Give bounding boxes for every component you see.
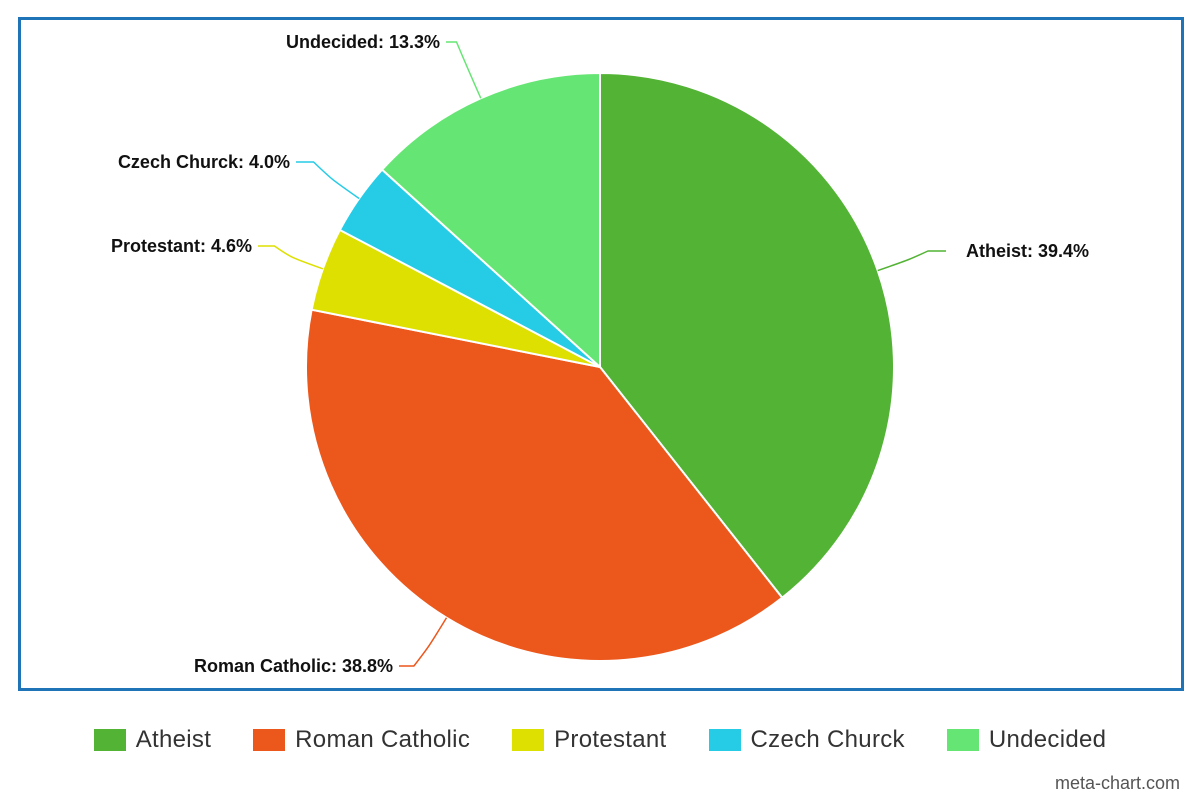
chart-legend: Atheist Roman Catholic Protestant Czech Chu… bbox=[0, 722, 1200, 758]
legend-label-undecided: Undecided bbox=[988, 726, 1107, 753]
pie-slice-atheist[interactable] bbox=[599, 71, 895, 600]
legend-label-protestant: Protestant bbox=[554, 726, 667, 753]
pie-chart: Atheist: 39.4% Roman Catholic: 38.8% Prote… bbox=[111, 32, 1089, 676]
leader-line-czech-churck bbox=[296, 161, 360, 200]
legend-swatch-undecided bbox=[946, 729, 979, 751]
legend-swatch-roman-catholic bbox=[253, 729, 286, 751]
legend-label-atheist: Atheist bbox=[135, 726, 212, 753]
data-label-czech-churck: Czech Churck: 4.0% bbox=[118, 152, 290, 172]
data-label-protestant: Protestant: 4.6% bbox=[111, 236, 252, 256]
leader-line-roman-catholic bbox=[399, 617, 448, 667]
legend-item-atheist[interactable]: Atheist bbox=[93, 726, 212, 754]
legend-item-protestant[interactable]: Protestant bbox=[512, 726, 666, 754]
legend-label-czech-churck: Czech Churck bbox=[750, 726, 905, 753]
data-label-roman-catholic: Roman Catholic: 38.8% bbox=[194, 656, 393, 676]
leader-line-undecided bbox=[446, 41, 482, 99]
leader-line-protestant bbox=[258, 245, 324, 270]
legend-item-roman-catholic[interactable]: Roman Catholic bbox=[253, 726, 470, 754]
data-label-undecided: Undecided: 13.3% bbox=[286, 32, 440, 52]
pie-slice-roman-catholic[interactable] bbox=[305, 308, 784, 662]
watermark: meta-chart.com bbox=[1054, 773, 1180, 793]
legend-swatch-atheist bbox=[93, 729, 126, 751]
leader-line-atheist bbox=[877, 250, 946, 272]
legend-swatch-czech-churck bbox=[708, 729, 741, 751]
legend-item-czech-churck[interactable]: Czech Churck bbox=[708, 726, 905, 754]
legend-label-roman-catholic: Roman Catholic bbox=[295, 726, 471, 753]
chart-frame: Atheist: 39.4% Roman Catholic: 38.8% Prote… bbox=[18, 17, 1184, 691]
legend-swatch-protestant bbox=[512, 729, 545, 751]
data-label-atheist: Atheist: 39.4% bbox=[966, 241, 1089, 261]
legend-item-undecided[interactable]: Undecided bbox=[946, 726, 1107, 754]
